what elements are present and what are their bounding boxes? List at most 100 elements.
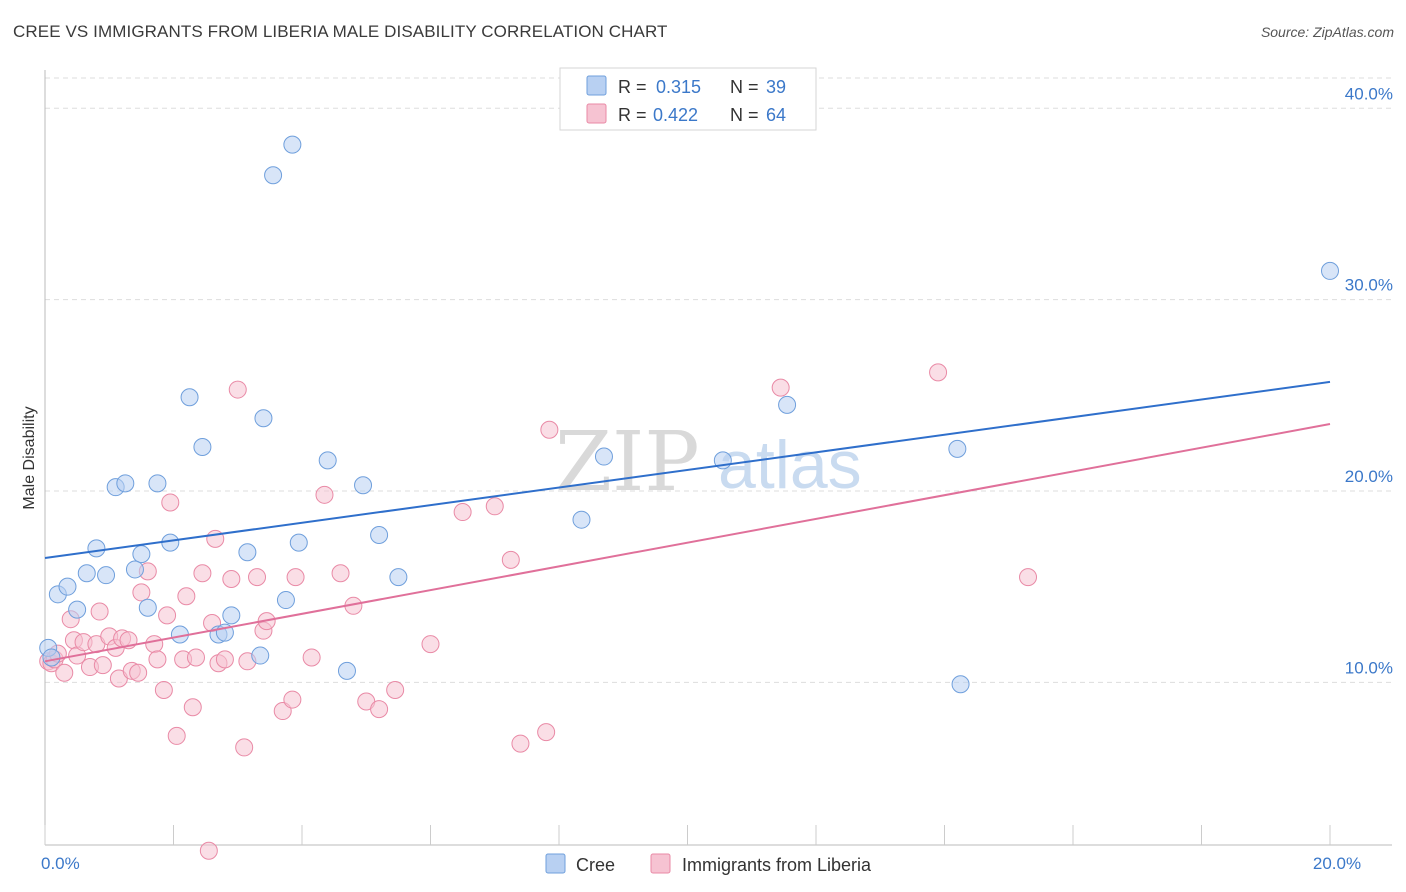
liberia-point-39	[228, 380, 247, 399]
cree-point-9	[116, 474, 135, 493]
cree-point-39	[1321, 261, 1339, 280]
liberia-point-42	[248, 568, 267, 587]
legend-n-label-liberia: N =	[730, 105, 759, 125]
liberia-point-12	[93, 656, 112, 675]
cree-point-23	[254, 409, 273, 428]
liberia-point-60	[540, 420, 559, 439]
liberia-point-58	[501, 550, 520, 569]
y-tick-labels: 10.0% 20.0% 30.0% 40.0%	[1345, 84, 1393, 677]
liberia-point-19	[129, 663, 148, 682]
liberia-point-24	[154, 681, 173, 699]
legend-r-value-liberia: 0.422	[653, 105, 698, 125]
cree-point-12	[138, 598, 157, 617]
liberia-point-27	[167, 726, 186, 745]
cree-point-4	[68, 600, 87, 619]
legend-n-label-cree: N =	[730, 77, 759, 97]
liberia-point-57	[485, 497, 504, 516]
liberia-point-30	[183, 698, 202, 717]
stats-legend: R = 0.315 N = 39 R = 0.422 N = 64	[559, 67, 817, 131]
liberia-point-38	[222, 570, 241, 589]
liberia-point-49	[315, 485, 334, 504]
liberia-point-32	[193, 564, 212, 583]
liberia-point-50	[331, 564, 350, 583]
cree-point-7	[97, 566, 116, 585]
x-axis-ticks	[44, 825, 1331, 845]
liberia-point-61	[537, 723, 556, 742]
bottom-legend-swatch-liberia	[650, 853, 671, 874]
liberia-point-55	[421, 635, 440, 654]
legend-r-label-liberia: R =	[618, 105, 647, 125]
legend-n-value-liberia: 64	[766, 105, 786, 125]
liberia-point-20	[132, 583, 151, 602]
cree-point-27	[289, 533, 308, 552]
cree-point-25	[264, 166, 283, 185]
liberia-point-59	[511, 734, 530, 753]
liberia-point-29	[177, 587, 196, 606]
cree-point-29	[337, 661, 356, 680]
liberia-point-26	[161, 493, 180, 512]
trend-line-cree	[44, 380, 1331, 559]
cree-point-21	[238, 543, 257, 562]
liberia-point-54	[386, 681, 405, 699]
gridlines	[45, 77, 1392, 683]
legend-r-value-cree: 0.315	[656, 77, 701, 97]
series-liberia-points	[39, 363, 1038, 860]
cree-point-3	[58, 577, 77, 596]
liberia-point-45	[273, 702, 292, 721]
liberia-point-48	[302, 648, 321, 667]
cree-point-28	[318, 451, 337, 470]
liberia-point-62	[771, 378, 790, 397]
cree-point-1	[42, 648, 61, 667]
cree-point-11	[125, 560, 144, 579]
liberia-point-37	[215, 650, 234, 669]
cree-point-5	[77, 564, 96, 583]
liberia-point-46	[283, 690, 302, 709]
cree-point-34	[594, 447, 613, 466]
watermark: ZIP atlas	[555, 415, 862, 510]
cree-point-26	[283, 135, 302, 154]
source-credit: Source: ZipAtlas.com	[1260, 24, 1394, 40]
cree-point-36	[778, 395, 797, 414]
liberia-point-33	[199, 841, 218, 860]
legend-swatch-liberia	[586, 103, 607, 124]
cree-point-38	[951, 675, 970, 694]
liberia-point-63	[929, 363, 948, 382]
cree-point-22	[251, 646, 270, 665]
liberia-point-47	[286, 568, 305, 587]
series-cree-points	[39, 135, 1339, 694]
cree-point-20	[222, 606, 241, 625]
liberia-point-22	[145, 635, 164, 654]
bottom-legend-label-cree: Cree	[576, 855, 615, 875]
bottom-legend-label-liberia: Immigrants from Liberia	[682, 855, 872, 875]
cree-point-14	[161, 533, 180, 552]
liberia-point-40	[235, 738, 254, 757]
y-tick-label-2: 30.0%	[1345, 276, 1393, 295]
liberia-point-56	[453, 503, 472, 522]
liberia-point-23	[148, 650, 167, 669]
cree-point-13	[148, 474, 167, 493]
liberia-point-4	[55, 663, 74, 682]
x-tick-label-1: 20.0%	[1313, 854, 1361, 873]
cree-point-16	[180, 388, 199, 407]
cree-point-24	[276, 591, 295, 610]
cree-point-37	[948, 439, 967, 458]
x-tick-label-0: 0.0%	[41, 854, 80, 873]
series-legend: Cree Immigrants from Liberia	[545, 853, 872, 875]
cree-point-17	[193, 437, 212, 456]
legend-r-label-cree: R =	[618, 77, 647, 97]
legend-n-value-cree: 39	[766, 77, 786, 97]
liberia-point-11	[90, 602, 109, 621]
liberia-point-64	[1019, 568, 1038, 587]
y-tick-label-0: 10.0%	[1345, 658, 1393, 677]
cree-point-33	[572, 510, 591, 529]
watermark-atlas: atlas	[718, 427, 862, 503]
chart-title: CREE VS IMMIGRANTS FROM LIBERIA MALE DIS…	[13, 22, 668, 41]
cree-point-6	[87, 539, 106, 558]
bottom-legend-swatch-cree	[545, 853, 566, 874]
trend-line-liberia	[44, 423, 1331, 663]
cree-point-10	[132, 545, 151, 564]
watermark-zip: ZIP	[555, 415, 700, 510]
cree-point-32	[389, 568, 408, 587]
liberia-point-31	[186, 648, 205, 667]
